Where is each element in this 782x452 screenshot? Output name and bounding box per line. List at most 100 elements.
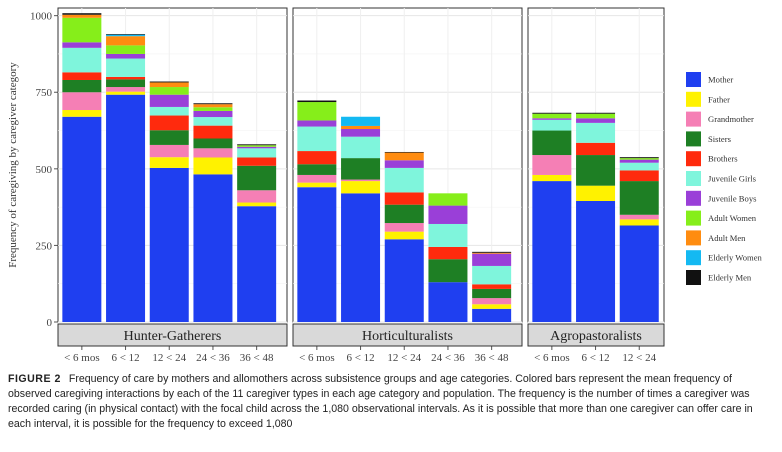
x-tick-label: < 6 mos	[534, 352, 570, 364]
bar-segment	[62, 17, 102, 43]
bar-segment	[106, 36, 146, 46]
y-tick-label: 500	[36, 164, 53, 176]
facet-strip	[57, 323, 288, 347]
bar-segment	[619, 181, 659, 215]
bar-segment	[472, 284, 512, 289]
bar-segment	[149, 82, 189, 88]
bar-segment	[384, 204, 424, 224]
facet-strip-label: Hunter-Gatherers	[124, 329, 222, 344]
bar-segment	[532, 155, 572, 175]
legend-label: Juvenile Boys	[708, 193, 757, 203]
legend-label: Mother	[708, 75, 733, 85]
bar-segment	[193, 110, 233, 118]
bar-segment	[149, 144, 189, 158]
facet-strip	[527, 323, 665, 347]
bar-segment	[384, 152, 424, 161]
legend-label: Elderly Men	[708, 273, 752, 283]
legend-label: Grandmother	[708, 114, 754, 124]
bar-segment	[532, 181, 572, 322]
x-tick-label: 24 < 36	[196, 352, 230, 364]
bar-segment	[193, 103, 233, 105]
bar-segment	[237, 202, 277, 207]
bar-segment	[428, 259, 468, 283]
bar-segment	[576, 112, 616, 114]
bar-segment	[193, 174, 233, 322]
bar-segment	[62, 110, 102, 117]
caption-text: Frequency of care by mothers and allomot…	[8, 373, 753, 430]
legend-swatch	[686, 210, 701, 226]
y-axis-title: Frequency of caregiving by caregiver cat…	[7, 62, 19, 268]
legend-label: Father	[708, 94, 730, 104]
x-tick-label: 12 < 24	[387, 352, 421, 364]
bar-segment	[237, 165, 277, 191]
bar-segment	[619, 162, 659, 171]
bar-segment	[62, 14, 102, 18]
legend-swatch	[686, 131, 701, 147]
bar-segment	[428, 246, 468, 260]
bar-segment	[384, 239, 424, 322]
bar-segment	[341, 181, 381, 194]
x-tick-label: 12 < 24	[152, 352, 186, 364]
bar-segment	[472, 304, 512, 309]
bar-segment	[106, 94, 146, 322]
bar-segment	[297, 100, 337, 103]
bar-segment	[193, 117, 233, 126]
bar-segment	[62, 92, 102, 111]
legend-swatch	[686, 111, 701, 127]
bar-segment	[149, 115, 189, 131]
bar-segment	[619, 170, 659, 182]
bar-segment	[297, 102, 337, 121]
panels-layer: 0 250 500 750 1000 < 6 mos 6 < 12 12 < 24 24 < 3…	[30, 7, 665, 364]
bar-segment	[341, 193, 381, 322]
bar-segment	[619, 158, 659, 160]
bar-segment	[149, 106, 189, 116]
bar-segment	[193, 138, 233, 149]
bar-segment	[428, 193, 468, 206]
bar-segment	[384, 231, 424, 240]
bar-segment	[619, 157, 659, 159]
bar-segment	[576, 122, 616, 143]
bar-segment	[149, 94, 189, 107]
bar-segment	[297, 120, 337, 127]
bar-segment	[532, 174, 572, 182]
bar-segment	[576, 118, 616, 123]
bar-segment	[428, 223, 468, 247]
bar-segment	[193, 104, 233, 108]
bar-segment	[341, 129, 381, 137]
bar-segment	[619, 159, 659, 163]
bar-segment	[106, 76, 146, 80]
bar-segment	[472, 308, 512, 322]
bar-segment	[532, 130, 572, 156]
bar-segment	[149, 157, 189, 168]
bar-segment	[237, 190, 277, 203]
x-tick-label: 6 < 12	[346, 352, 374, 364]
y-tick-label: 250	[36, 240, 53, 252]
bar-segment	[576, 185, 616, 201]
panel-hunter-gatherers: < 6 mos 6 < 12 12 < 24 24 < 36 36 < 48 Hunter…	[57, 7, 288, 364]
legend-label: Sisters	[708, 134, 732, 144]
bar-segment	[106, 87, 146, 92]
x-tick-label: 6 < 12	[581, 352, 609, 364]
bar-segment	[576, 155, 616, 186]
bar-segment	[149, 167, 189, 322]
bar-segment	[619, 214, 659, 220]
bar-segment	[193, 148, 233, 158]
figure-label: FIGURE 2	[8, 373, 61, 385]
bar-segment	[62, 116, 102, 322]
legend-swatch	[686, 72, 701, 87]
facet-strip-label: Horticulturalists	[362, 329, 453, 344]
bar-segment	[106, 91, 146, 95]
bar-segment	[193, 107, 233, 111]
facet-strip	[292, 323, 523, 347]
bar-segment	[237, 144, 277, 146]
bar-segment	[341, 158, 381, 180]
bar-segment	[576, 142, 616, 156]
bar-segment	[472, 251, 512, 253]
x-tick-label: 36 < 48	[240, 352, 274, 364]
bar-segment	[619, 225, 659, 322]
bar-segment	[106, 34, 146, 35]
legend-swatch	[686, 91, 701, 107]
bar-segment	[472, 253, 512, 266]
panel-horticulturalists: < 6 mos 6 < 12 12 < 24 24 < 36 36 < 48 Hortic…	[292, 7, 523, 364]
bar-segment	[384, 167, 424, 193]
